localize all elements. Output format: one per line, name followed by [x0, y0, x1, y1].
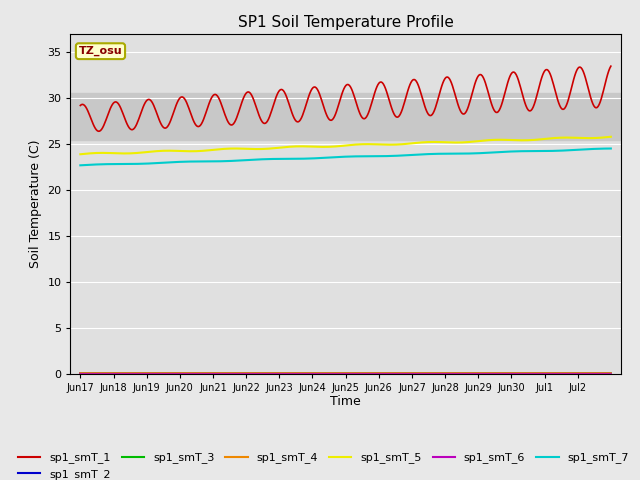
Legend: sp1_smT_1, sp1_smT_2, sp1_smT_3, sp1_smT_4, sp1_smT_5, sp1_smT_6, sp1_smT_7: sp1_smT_1, sp1_smT_2, sp1_smT_3, sp1_smT… — [13, 448, 634, 480]
Bar — [70, 94, 621, 140]
Title: SP1 Soil Temperature Profile: SP1 Soil Temperature Profile — [237, 15, 454, 30]
Text: TZ_osu: TZ_osu — [79, 46, 122, 56]
X-axis label: Time: Time — [330, 395, 361, 408]
Y-axis label: Soil Temperature (C): Soil Temperature (C) — [29, 140, 42, 268]
